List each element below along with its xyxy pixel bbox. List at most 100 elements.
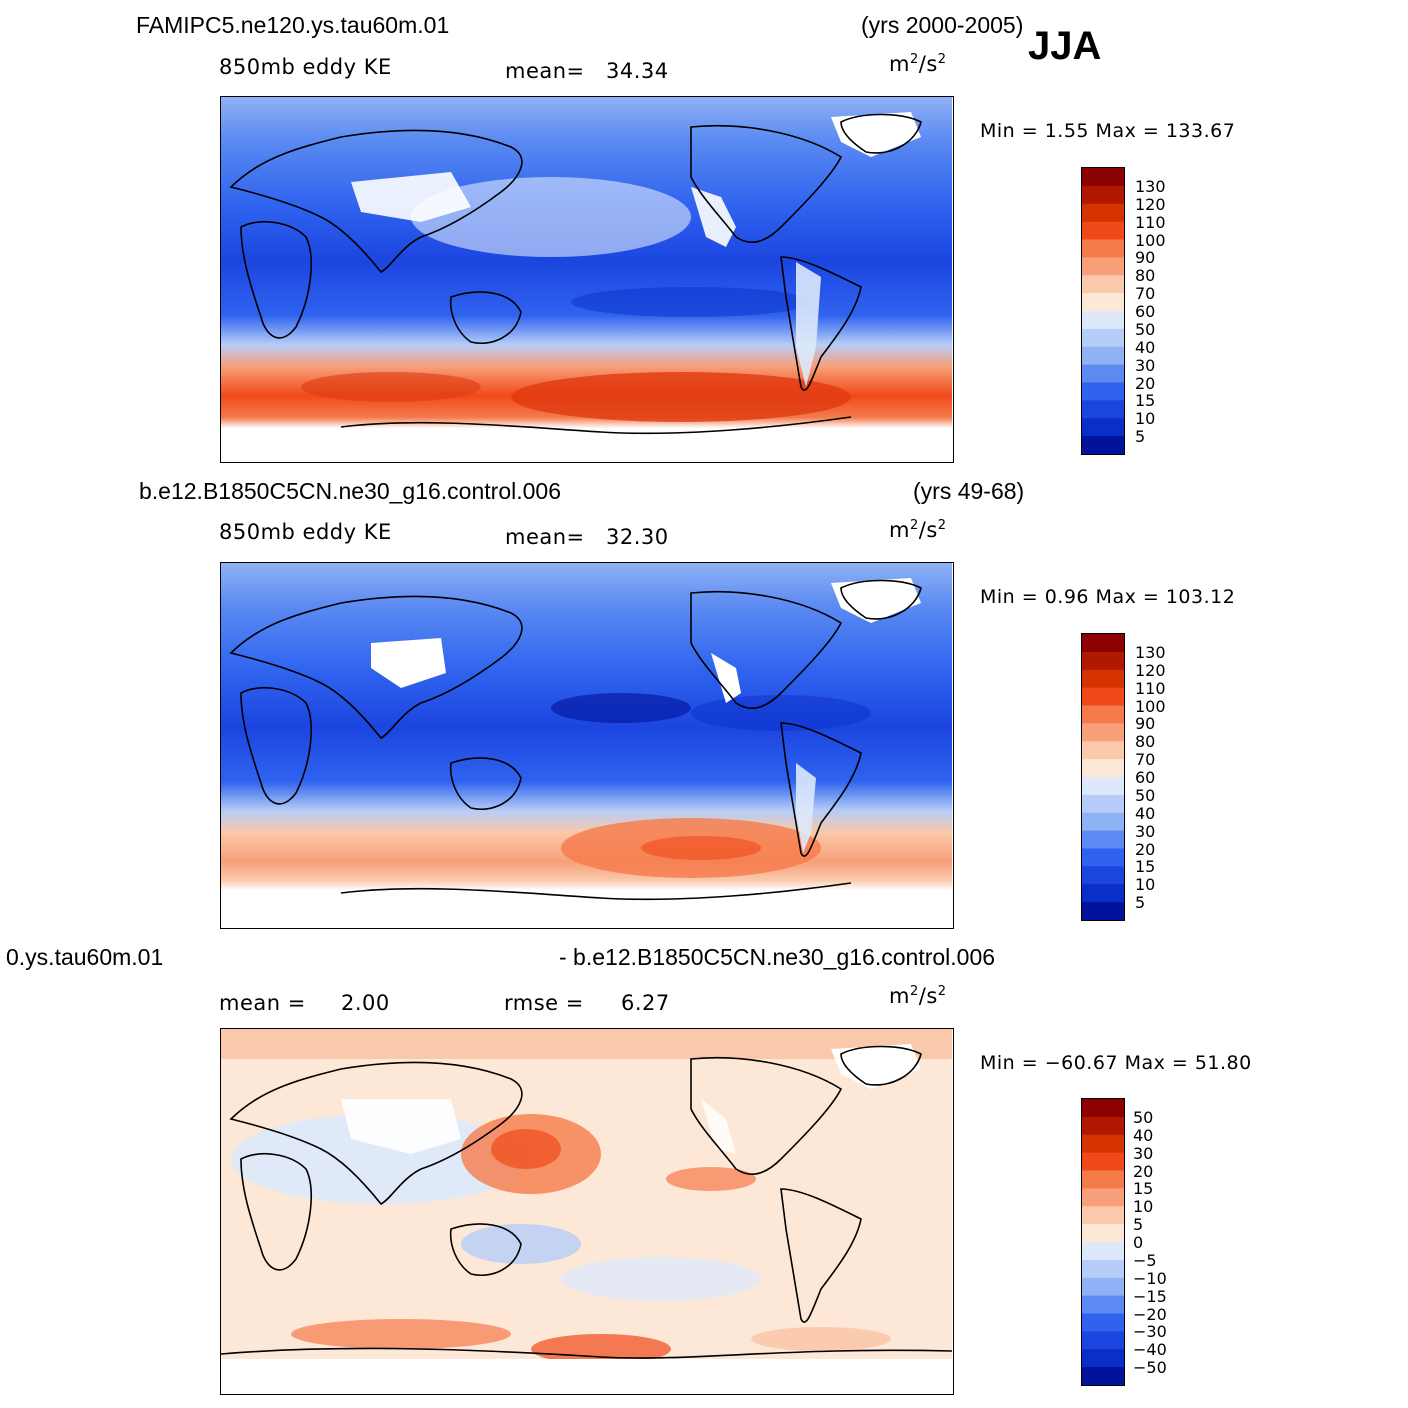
colorbar-swatch xyxy=(1082,1188,1124,1207)
colorbar-tick-label: 60 xyxy=(1135,302,1156,321)
colorbar-tick-label: 15 xyxy=(1133,1179,1154,1199)
colorbar-swatch xyxy=(1082,1134,1124,1154)
colorbar-swatch xyxy=(1082,311,1124,330)
colorbar-swatch xyxy=(1082,400,1124,419)
colorbar-swatch xyxy=(1082,759,1124,778)
colorbar-tick-label: 5 xyxy=(1133,1215,1144,1235)
colorbar-tick-label: 40 xyxy=(1133,1125,1154,1145)
panel3-colorbar xyxy=(1081,1098,1125,1386)
colorbar-tick-label: 80 xyxy=(1135,266,1156,286)
colorbar-swatch xyxy=(1082,866,1124,885)
panel2-title-left: b.e12.B1850C5CN.ne30_g16.control.006 xyxy=(139,478,561,504)
colorbar-tick-label: 10 xyxy=(1135,409,1156,429)
colorbar-swatch xyxy=(1082,436,1124,455)
panel2-units: m2/s2 xyxy=(889,518,947,542)
colorbar-tick-label: 20 xyxy=(1135,839,1156,859)
colorbar-tick-label: 50 xyxy=(1135,319,1156,339)
colorbar-tick-label: 70 xyxy=(1135,284,1156,304)
panel2-title-right: (yrs 49-68) xyxy=(913,478,1025,504)
colorbar-swatch xyxy=(1082,1224,1124,1243)
colorbar-tick-label: 40 xyxy=(1135,803,1156,823)
colorbar-tick-label: 110 xyxy=(1135,678,1166,698)
colorbar-tick-label: 20 xyxy=(1135,373,1156,393)
colorbar-swatch xyxy=(1082,884,1124,903)
colorbar-swatch xyxy=(1082,794,1124,814)
colorbar-tick-label: 0 xyxy=(1133,1233,1144,1252)
colorbar-tick-label: 90 xyxy=(1135,248,1156,268)
panel2-colorbar xyxy=(1081,633,1125,921)
panel2-minmax: Min = 0.96 Max = 103.12 xyxy=(980,586,1236,608)
colorbar-tick-label: 90 xyxy=(1135,714,1156,734)
panel3-minmax: Min = −60.67 Max = 51.80 xyxy=(980,1052,1252,1074)
colorbar-swatch xyxy=(1082,418,1124,437)
colorbar-swatch xyxy=(1082,168,1124,187)
colorbar-swatch xyxy=(1082,741,1124,760)
colorbar-tick-label: 40 xyxy=(1135,337,1156,357)
panel3-mean-label: mean = xyxy=(219,991,306,1015)
colorbar-tick-label: 100 xyxy=(1135,696,1166,716)
colorbar-swatch xyxy=(1082,812,1124,832)
colorbar-swatch xyxy=(1082,382,1124,401)
panel3-rmse-label: rmse = xyxy=(504,991,584,1015)
colorbar-swatch xyxy=(1082,651,1124,671)
colorbar-swatch xyxy=(1082,1367,1124,1386)
colorbar-tick-label: 20 xyxy=(1133,1161,1154,1181)
colorbar-tick-label: 50 xyxy=(1135,785,1156,805)
colorbar-tick-label: 110 xyxy=(1135,212,1166,232)
colorbar-tick-label: −40 xyxy=(1133,1340,1167,1360)
panel2-mean-label: mean= xyxy=(505,525,585,549)
panel1-map xyxy=(220,96,954,463)
colorbar-tick-label: 15 xyxy=(1135,391,1156,411)
colorbar-swatch xyxy=(1082,902,1124,921)
colorbar-swatch xyxy=(1082,723,1124,742)
panel3-mean-value: 2.00 xyxy=(341,991,390,1015)
panel3-units: m2/s2 xyxy=(889,984,947,1008)
colorbar-swatch xyxy=(1082,1313,1124,1332)
colorbar-swatch xyxy=(1082,777,1124,796)
colorbar-swatch xyxy=(1082,1116,1124,1136)
colorbar-swatch xyxy=(1082,1295,1124,1315)
colorbar-tick-label: 10 xyxy=(1135,875,1156,895)
colorbar-swatch xyxy=(1082,1242,1124,1261)
panel1-colorbar xyxy=(1081,167,1125,455)
colorbar-swatch xyxy=(1082,705,1124,724)
panel1-units: m2/s2 xyxy=(889,52,947,76)
colorbar-swatch xyxy=(1082,221,1124,241)
panel3-rmse-value: 6.27 xyxy=(621,991,670,1015)
colorbar-swatch xyxy=(1082,328,1124,348)
colorbar-tick-label: −10 xyxy=(1133,1268,1167,1288)
colorbar-swatch xyxy=(1082,1331,1124,1350)
colorbar-swatch xyxy=(1082,1206,1124,1225)
colorbar-swatch xyxy=(1082,185,1124,205)
panel1-title-left: FAMIPC5.ne120.ys.tau60m.01 xyxy=(136,12,450,38)
season-label: JJA xyxy=(1028,24,1102,68)
colorbar-swatch xyxy=(1082,1277,1124,1297)
panel1-variable: 850mb eddy KE xyxy=(219,55,392,79)
panel2-mean-value: 32.30 xyxy=(606,525,669,549)
colorbar-swatch xyxy=(1082,830,1124,850)
colorbar-swatch xyxy=(1082,1170,1124,1189)
colorbar-swatch xyxy=(1082,346,1124,366)
colorbar-tick-label: 50 xyxy=(1133,1107,1154,1127)
panel3-title-left: 0.ys.tau60m.01 xyxy=(6,944,164,970)
colorbar-tick-label: −15 xyxy=(1133,1286,1167,1306)
colorbar-tick-label: 70 xyxy=(1135,750,1156,770)
colorbar-tick-label: 30 xyxy=(1135,821,1156,841)
colorbar-swatch xyxy=(1082,1259,1124,1279)
colorbar-swatch xyxy=(1082,275,1124,294)
panel2-variable: 850mb eddy KE xyxy=(219,520,392,544)
colorbar-tick-label: −50 xyxy=(1133,1358,1167,1378)
panel2-colorbar-swatches xyxy=(1082,634,1124,921)
panel3-map xyxy=(220,1028,954,1395)
colorbar-swatch xyxy=(1082,239,1124,258)
panel3-colorbar-swatches xyxy=(1082,1099,1124,1386)
colorbar-swatch xyxy=(1082,1152,1124,1172)
colorbar-swatch xyxy=(1082,364,1124,384)
colorbar-tick-label: 120 xyxy=(1135,194,1166,214)
colorbar-tick-label: 5 xyxy=(1135,427,1146,447)
colorbar-tick-label: 30 xyxy=(1133,1143,1154,1163)
colorbar-tick-label: 60 xyxy=(1135,768,1156,787)
colorbar-swatch xyxy=(1082,1349,1124,1368)
colorbar-tick-label: 80 xyxy=(1135,732,1156,752)
panel1-title-right: (yrs 2000-2005) xyxy=(861,12,1024,38)
